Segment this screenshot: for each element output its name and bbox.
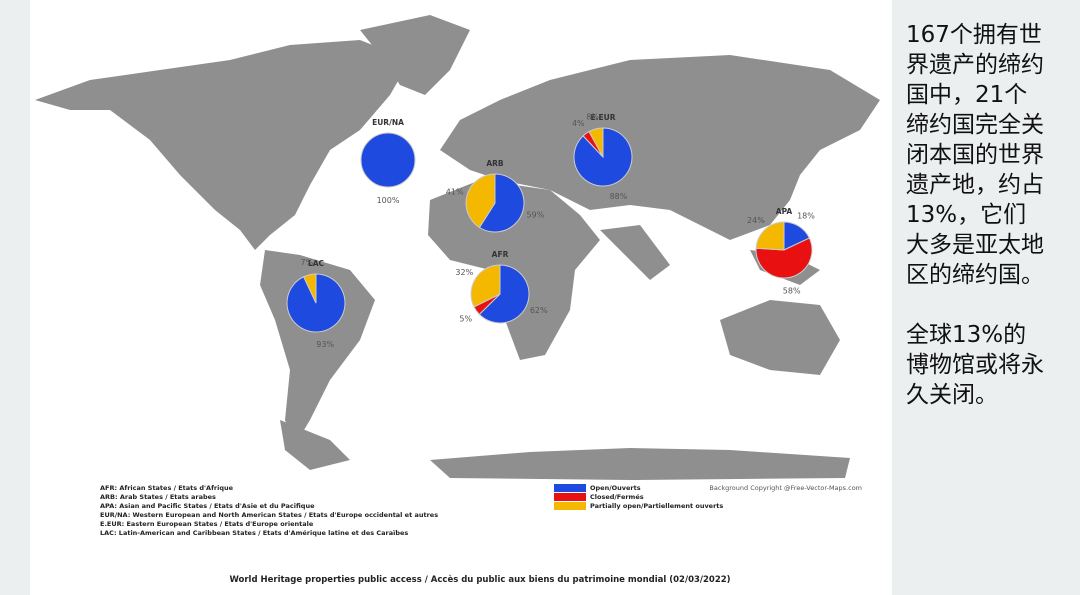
abbreviation: ARB: Arab States / Etats arabes <box>100 493 216 501</box>
legend-swatch <box>554 484 586 492</box>
pie-slice <box>478 173 525 233</box>
pie-value-label: 62% <box>530 306 548 315</box>
pie-slice <box>755 221 785 251</box>
abbreviation: E.EUR: Eastern European States / Etats d… <box>100 520 314 528</box>
slide: EUR/NA 100% E.EUR 88% 4% 8% ARB 59% 41% AFR 62% 5% 3… <box>30 0 892 595</box>
legend-swatch <box>554 493 586 501</box>
legend-swatch <box>554 502 586 510</box>
pie-value-label: 4% <box>572 119 585 128</box>
pie-slice <box>755 237 813 279</box>
pie-title: APA <box>776 207 793 216</box>
pie-title: EUR/NA <box>372 118 404 127</box>
legend-label: Open/Ouverts <box>590 484 641 492</box>
continents <box>35 15 880 480</box>
pie-slice <box>478 264 530 324</box>
pie-value-label: 59% <box>526 211 544 220</box>
copyright: Background Copyright @Free-Vector-Maps.c… <box>709 484 862 492</box>
pie-slice <box>470 264 501 308</box>
pie-value-label: 5% <box>459 314 472 323</box>
side-text: 167个拥有世界遗产的缔约国中，21个缔约国完全关闭本国的世界遗产地，约占13%… <box>906 20 1046 440</box>
pie-value-label: 100% <box>377 196 400 205</box>
abbreviation: APA: Asian and Pacific States / Etats d'… <box>100 502 315 510</box>
pie-value-label: 32% <box>455 268 473 277</box>
pie-title: LAC <box>308 259 325 268</box>
legend-label: Partially open/Partiellement ouverts <box>590 502 723 510</box>
side-paragraph: 167个拥有世界遗产的缔约国中，21个缔约国完全关闭本国的世界遗产地，约占13%… <box>906 22 1044 288</box>
legend-label: Closed/Fermés <box>590 493 644 501</box>
pie-value-label: 18% <box>797 211 815 220</box>
pie-value-label: 7% <box>300 258 313 267</box>
abbreviation: LAC: Latin-American and Caribbean States… <box>100 529 408 537</box>
abbreviation: EUR/NA: Western European and North Ameri… <box>100 511 438 519</box>
pie-value-label: 58% <box>783 286 801 295</box>
pie-value-label: 8% <box>586 112 599 121</box>
abbreviation: AFR: African States / Etats d'Afrique <box>100 484 234 492</box>
pie-slice <box>302 273 317 304</box>
pie-slice <box>360 132 416 188</box>
pie-slice <box>588 127 604 158</box>
pie-title: E.EUR <box>591 113 616 122</box>
pie-value-label: 24% <box>747 216 765 225</box>
pie-slice <box>465 173 496 229</box>
pie-value-label: 41% <box>446 187 464 196</box>
caption: World Heritage properties public access … <box>229 574 730 585</box>
pie-title: ARB <box>486 159 504 168</box>
pie-value-label: 93% <box>316 340 334 349</box>
pie-value-label: 88% <box>610 192 628 201</box>
map: EUR/NA 100% E.EUR 88% 4%8% ARB 59% 41% AFR 62% 5% 3… <box>35 15 880 585</box>
pie-title: AFR <box>492 250 509 259</box>
side-paragraph: 全球13%的博物馆或将永久关闭。 <box>906 322 1044 408</box>
